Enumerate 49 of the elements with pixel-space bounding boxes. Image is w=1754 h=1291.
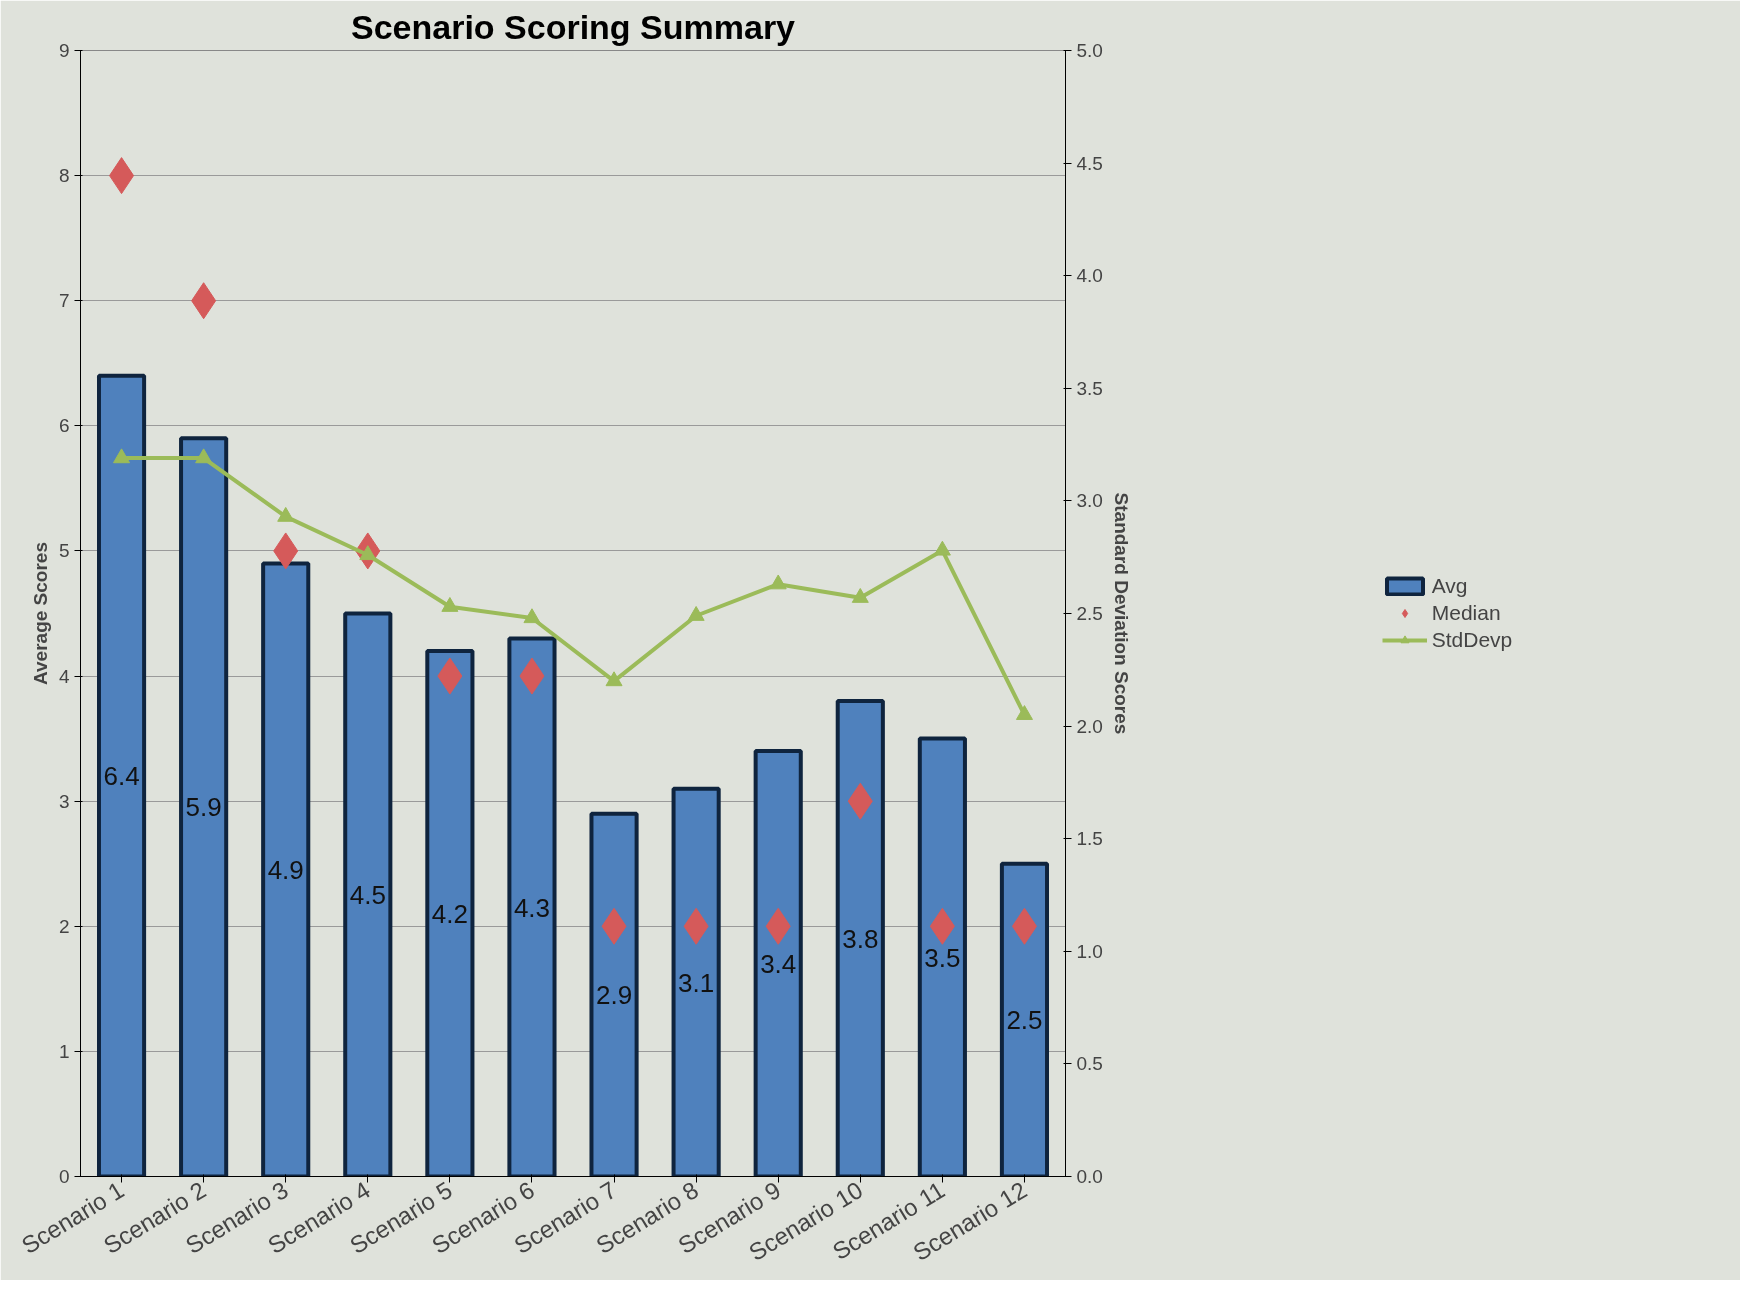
legend-label: StdDevp <box>1431 628 1513 652</box>
y2-tick-label: 5.0 <box>1076 40 1103 61</box>
y-tick-label: 9 <box>58 40 70 61</box>
point <box>851 588 869 603</box>
legend-label: Avg <box>1431 574 1468 598</box>
legend-label: Median <box>1431 601 1501 625</box>
data-label: 2.5 <box>1006 1005 1043 1036</box>
data-label: 2.9 <box>595 980 633 1011</box>
y2-tick-label: 3.5 <box>1076 377 1103 399</box>
data-label: 4.2 <box>431 898 468 929</box>
data-label: 4.9 <box>267 854 304 885</box>
y-tick-label: 2 <box>58 915 70 937</box>
y2-tick-label: 1.0 <box>1076 940 1103 962</box>
data-label: 3.5 <box>924 942 961 973</box>
point <box>1015 705 1033 720</box>
y-axis-title: Average Scores <box>29 542 51 685</box>
point <box>933 540 951 556</box>
data-label: 6.4 <box>103 761 140 792</box>
y-tick-label: 0 <box>58 1166 70 1187</box>
point <box>605 671 623 687</box>
data-label: 3.8 <box>842 923 879 954</box>
y-tick-label: 8 <box>58 165 70 187</box>
data-label: 4.3 <box>513 892 551 923</box>
y2-tick-label: 0.0 <box>1076 1166 1103 1187</box>
y2-tick-label: 4.0 <box>1076 265 1103 287</box>
y2-tick-label: 0.5 <box>1076 1053 1103 1075</box>
point <box>687 606 705 621</box>
y2-tick-label: 1.5 <box>1076 828 1103 850</box>
y2-tick-label: 2.5 <box>1076 603 1103 624</box>
y-tick-label: 7 <box>58 290 70 312</box>
point <box>769 574 787 590</box>
y-tick-label: 4 <box>58 665 70 687</box>
y2-axis-title: Standard Deviation Scores <box>1110 492 1132 735</box>
data-label: 5.9 <box>185 792 222 823</box>
point <box>195 448 213 464</box>
y2-tick-label: 4.5 <box>1076 152 1103 174</box>
data-label: 3.4 <box>760 948 797 979</box>
y-tick-label: 6 <box>58 415 70 437</box>
chart-title: Scenario Scoring Summary <box>350 7 796 46</box>
y-tick-label: 1 <box>58 1040 70 1062</box>
y-tick-label: 3 <box>58 790 70 812</box>
y2-tick-label: 2.0 <box>1076 715 1103 737</box>
y2-tick-label: 3.0 <box>1076 490 1103 512</box>
point <box>523 608 541 624</box>
point <box>113 448 131 464</box>
point <box>441 597 459 612</box>
data-label: 4.5 <box>349 880 386 910</box>
data-label: 3.1 <box>678 967 715 998</box>
y-tick-label: 5 <box>58 540 70 562</box>
